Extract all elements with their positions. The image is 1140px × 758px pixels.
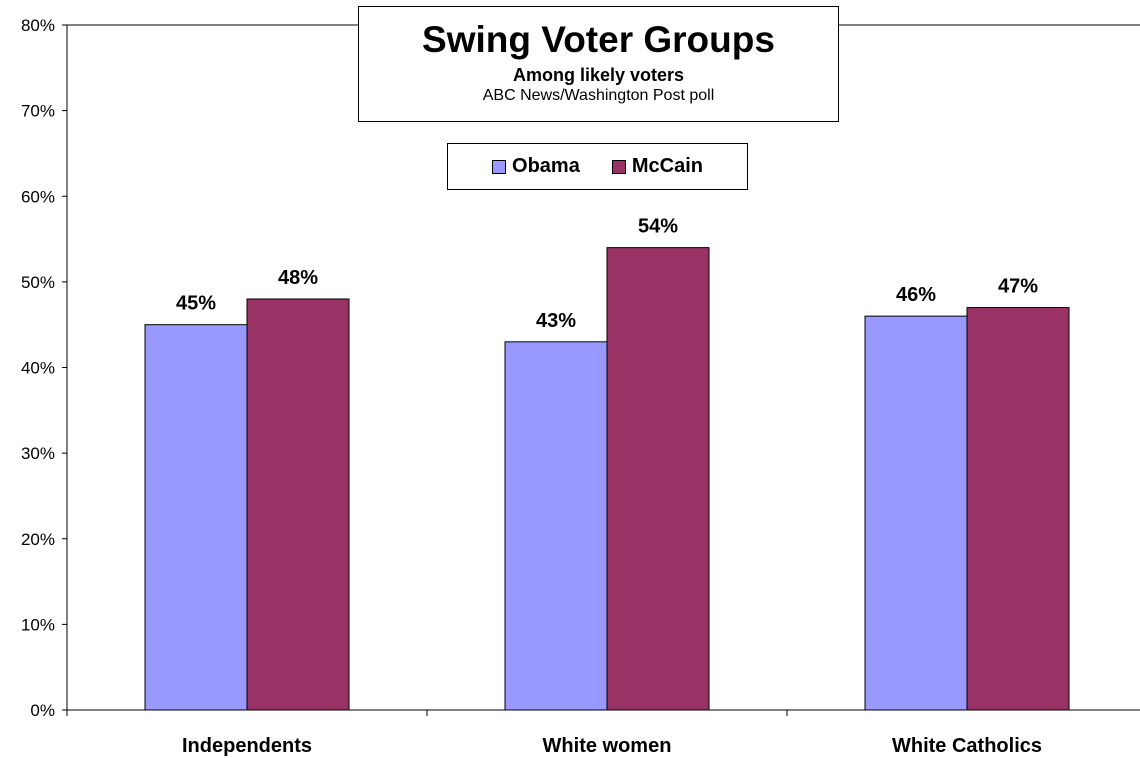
y-tick-label: 50% (21, 273, 55, 292)
x-category-label: White women (543, 735, 672, 757)
data-label-mccain: 47% (998, 276, 1038, 298)
bar-obama-1 (504, 341, 608, 711)
labels-group: 0% 10% 20% 30% 40% 50% 60% 70% 80% Independents 45… (21, 16, 1042, 757)
y-tick-label: 0% (30, 701, 55, 720)
bar-obama-2 (864, 315, 968, 711)
y-tick-label: 60% (21, 187, 55, 206)
y-tick-label: 30% (21, 444, 55, 463)
chart-source: ABC News/Washington Post poll (482, 87, 715, 104)
data-label-obama: 43% (536, 310, 576, 332)
y-tick-label: 20% (21, 530, 55, 549)
data-label-obama: 45% (176, 293, 216, 315)
x-category-label: White Catholics (892, 735, 1042, 757)
legend-item-mccain: McCain (611, 155, 703, 178)
legend-label-mccain: McCain (631, 155, 703, 177)
data-label-mccain: 54% (638, 216, 678, 238)
bar-mccain-1 (606, 247, 710, 711)
chart-subtitle: Among likely voters (512, 65, 685, 85)
chart-title: Swing Voter Groups (422, 19, 775, 60)
x-category-label: Independents (182, 735, 312, 757)
data-label-obama: 46% (896, 284, 936, 306)
bar-obama-0 (144, 324, 248, 711)
bar-mccain-0 (246, 298, 350, 711)
bar-mccain-2 (966, 307, 1070, 711)
y-tick-label: 10% (21, 615, 55, 634)
bars-group (144, 247, 1070, 711)
legend: Obama McCain (447, 143, 748, 190)
legend-item-obama: Obama (492, 155, 580, 178)
legend-label-obama: Obama (512, 155, 580, 177)
y-tick-label: 40% (21, 359, 55, 378)
legend-swatch-obama (492, 159, 507, 174)
data-label-mccain: 48% (278, 267, 318, 289)
title-box: Swing Voter Groups Among likely voters A… (358, 6, 839, 122)
y-tick-label: 70% (21, 102, 55, 121)
y-tick-label: 80% (21, 16, 55, 35)
legend-swatch-mccain (611, 159, 626, 174)
